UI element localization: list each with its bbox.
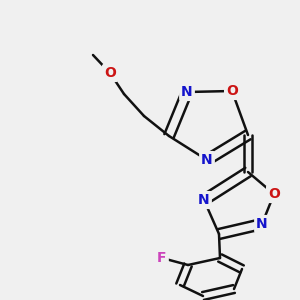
Text: N: N (181, 85, 193, 99)
Text: F: F (157, 251, 167, 265)
Text: N: N (201, 153, 213, 167)
Text: N: N (256, 217, 268, 231)
Text: O: O (226, 84, 238, 98)
Text: O: O (268, 187, 280, 201)
Text: O: O (104, 66, 116, 80)
Text: N: N (198, 193, 210, 207)
